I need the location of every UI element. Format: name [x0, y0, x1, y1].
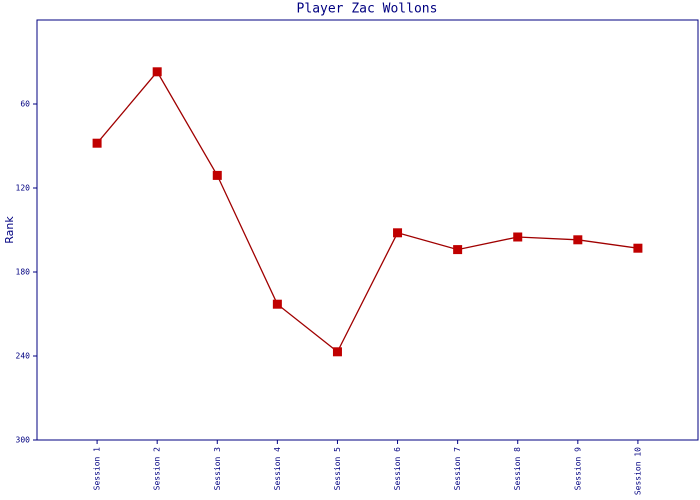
y-tick-label: 240 — [16, 352, 31, 361]
point-marker — [513, 232, 523, 242]
x-tick-label: Session 7 — [453, 447, 462, 491]
x-tick-label: Session 3 — [213, 447, 222, 491]
x-tick-label: Session 2 — [153, 447, 162, 491]
point-marker — [633, 243, 643, 253]
point-marker — [272, 299, 282, 309]
point-marker — [92, 138, 102, 148]
y-tick-label: 120 — [16, 184, 31, 193]
series-line — [96, 70, 638, 353]
point-marker — [453, 245, 463, 255]
point-marker — [212, 170, 222, 180]
point-marker — [393, 228, 403, 238]
x-tick-label: Session 6 — [393, 447, 402, 491]
point-marker — [152, 67, 162, 77]
y-tick-label: 300 — [16, 436, 31, 445]
x-tick-label: Session 9 — [573, 447, 582, 491]
plot-border — [36, 19, 699, 441]
x-tick-label: Session 5 — [333, 447, 342, 491]
y-axis-label: Rank — [3, 216, 16, 244]
x-tick-label: Session 10 — [633, 447, 642, 495]
point-marker — [573, 235, 583, 245]
x-tick-label: Session 4 — [273, 447, 282, 491]
point-marker — [332, 347, 342, 357]
x-tick-label: Session 1 — [93, 447, 102, 491]
x-tick-label: Session 8 — [513, 447, 522, 491]
y-tick-label: 60 — [20, 100, 30, 109]
y-tick-label: 180 — [16, 268, 31, 277]
chart-title: Player Zac Wollons — [297, 2, 438, 17]
